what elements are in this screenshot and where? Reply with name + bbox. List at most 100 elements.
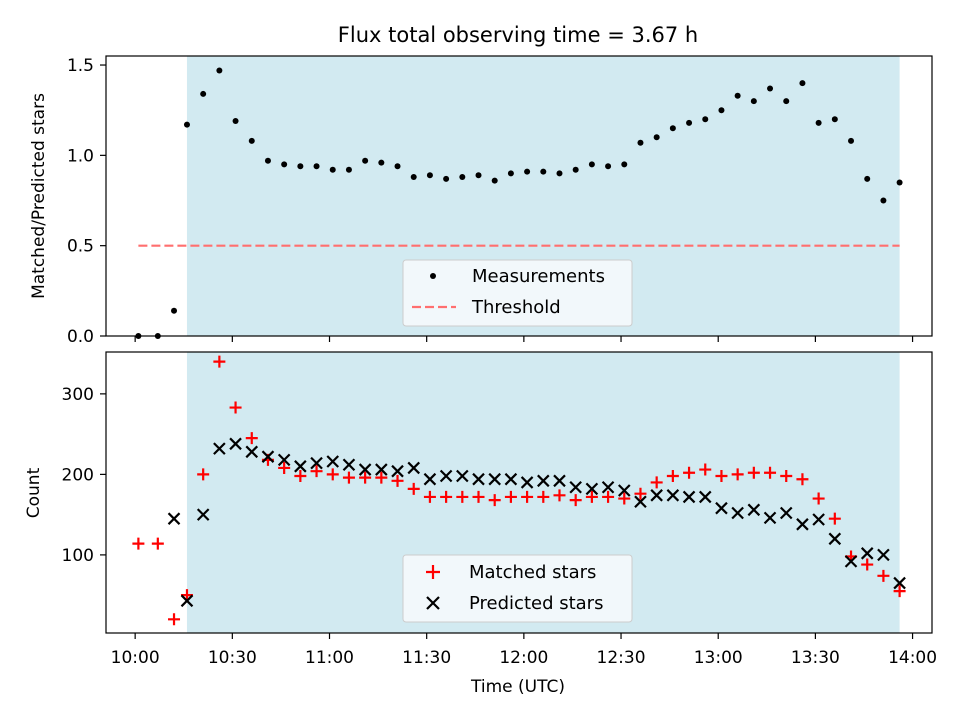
measurement-point <box>200 90 207 97</box>
matched-star-point <box>796 473 809 486</box>
measurement-point <box>362 157 369 164</box>
matched-star-point <box>764 466 777 479</box>
legend-predicted-marker <box>426 596 440 610</box>
count-x-ticks: 10:00 10:30 11:00 11:30 12:00 12:30 13:00 13:30… <box>111 633 937 668</box>
predicted-star-point <box>601 480 615 494</box>
legend-threshold-label: Threshold <box>471 297 561 318</box>
measurement-point <box>848 137 855 144</box>
predicted-star-point <box>261 450 275 463</box>
predicted-star-point <box>553 474 566 488</box>
matched-star-point <box>391 474 404 487</box>
measurement-point <box>686 119 693 126</box>
measurement-point <box>183 121 190 128</box>
matched-star-point <box>151 537 164 550</box>
matched-star-point <box>440 490 453 503</box>
measurement-point <box>896 179 903 186</box>
matched-star-point <box>229 401 242 414</box>
ratio-y-tick-label: 1.0 <box>67 146 94 166</box>
matched-star-point <box>812 492 825 505</box>
predicted-star-point <box>537 474 550 488</box>
measurement-point <box>783 98 790 105</box>
predicted-star-point <box>877 548 890 562</box>
predicted-star-point <box>342 458 356 471</box>
legend-measurements-marker <box>430 273 436 279</box>
matched-star-point <box>213 355 226 368</box>
matched-star-point <box>472 490 485 503</box>
measurement-point <box>540 168 547 175</box>
matched-star-point <box>180 589 193 602</box>
measurement-point <box>394 163 401 170</box>
measurement-point <box>329 166 336 173</box>
legend-predicted-label: Predicted stars <box>469 593 603 614</box>
matched-star-point <box>521 490 534 503</box>
predicted-star-point <box>391 464 404 478</box>
matched-star-point <box>828 512 841 525</box>
predicted-star-point <box>439 469 453 483</box>
ratio-y-ticks: 0.0 0.5 1.0 1.5 <box>67 56 106 347</box>
matched-star-point <box>168 613 181 626</box>
predicted-star-point <box>407 461 421 475</box>
matched-star-point <box>456 490 469 503</box>
measurement-point <box>232 118 239 125</box>
ratio-panel: 0.0 0.5 1.0 1.5 Matched/Predicted stars Mea… <box>29 55 933 347</box>
matched-star-point <box>278 461 291 474</box>
predicted-star-point <box>375 463 388 476</box>
matched-star-point <box>423 490 436 503</box>
count-y-axis-label: Count <box>24 467 44 518</box>
matched-star-point <box>197 468 210 481</box>
measurement-point <box>507 170 514 177</box>
predicted-star-point <box>229 437 242 451</box>
predicted-star-point <box>277 453 291 467</box>
predicted-star-point <box>245 445 259 459</box>
predicted-star-point <box>844 555 858 568</box>
count-y-ticks: 100 200 300 <box>62 385 106 566</box>
measurement-point <box>734 92 741 99</box>
predicted-star-point <box>358 463 372 476</box>
measurement-point <box>378 159 385 166</box>
measurement-point <box>248 137 255 144</box>
predicted-star-point <box>893 576 906 590</box>
matched-star-point <box>488 494 501 507</box>
predicted-star-point <box>488 472 501 486</box>
measurement-point <box>718 107 725 114</box>
predicted-star-point <box>747 503 761 517</box>
matched-star-point <box>537 490 550 503</box>
predicted-star-point <box>650 489 663 502</box>
predicted-star-point <box>423 472 437 486</box>
matched-star-point <box>634 487 647 500</box>
measurement-point <box>491 177 498 184</box>
ratio-legend: Measurements Threshold <box>402 259 633 327</box>
matched-star-point <box>683 466 696 479</box>
count-points <box>132 355 906 626</box>
predicted-star-point <box>634 495 647 509</box>
count-x-tick-label: 14:00 <box>888 648 937 668</box>
measurement-point <box>345 166 352 173</box>
matched-star-point <box>861 558 874 571</box>
predicted-star-point <box>326 455 340 468</box>
measurement-point <box>767 85 774 92</box>
measurement-point <box>313 163 320 170</box>
measurement-point <box>588 161 595 168</box>
count-x-tick-label: 10:00 <box>111 648 160 668</box>
matched-star-point <box>375 471 388 484</box>
matched-star-point <box>310 465 323 478</box>
ratio-legend-box <box>402 259 633 327</box>
predicted-star-point <box>828 532 842 546</box>
matched-star-point <box>585 490 598 503</box>
matched-star-point <box>893 585 906 598</box>
measurement-point <box>621 161 628 168</box>
predicted-star-point <box>585 482 599 496</box>
measurement-point <box>475 172 482 179</box>
ratio-y-tick-label: 0.0 <box>67 327 94 347</box>
predicted-star-point <box>196 508 210 521</box>
predicted-star-point <box>504 472 518 486</box>
measurement-point <box>572 166 579 173</box>
measurement-point <box>459 174 466 181</box>
measurement-point <box>702 116 709 123</box>
predicted-star-point <box>796 518 809 531</box>
matched-star-point <box>877 569 890 582</box>
predicted-star-point <box>456 469 469 483</box>
matched-star-point <box>618 492 631 505</box>
predicted-star-point <box>617 484 631 497</box>
predicted-star-point <box>167 512 181 525</box>
